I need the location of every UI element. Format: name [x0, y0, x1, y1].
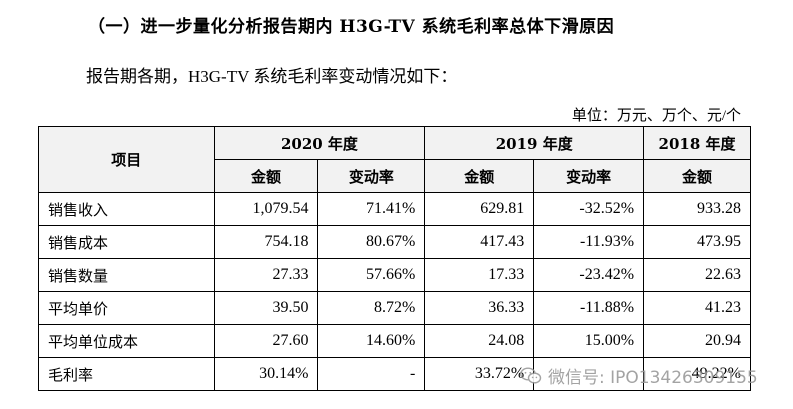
cell-amount-2020: 754.18 [213, 225, 319, 259]
table-row: 销售数量 27.33 57.66% 17.33 -23.42% 22.63 [38, 258, 751, 292]
row-label: 平均单价 [38, 291, 215, 325]
header-year-2019: 2019 年度 [424, 126, 645, 160]
cell-amount-2018: 41.23 [643, 291, 751, 325]
cell-amount-2019: 17.33 [424, 258, 535, 292]
cell-amount-2018: 49.22% [643, 357, 751, 391]
cell-amount-2018: 933.28 [643, 192, 751, 226]
cell-amount-2020: 27.60 [213, 324, 319, 358]
header-amount-2019: 金额 [424, 159, 535, 193]
row-label: 平均单位成本 [38, 324, 215, 358]
cell-amount-2019: 33.72% [424, 357, 535, 391]
intro-paragraph: 报告期各期，H3G-TV 系统毛利率变动情况如下： [86, 67, 458, 86]
cell-amount-2020: 27.33 [213, 258, 319, 292]
table-row: 平均单位成本 27.60 14.60% 24.08 15.00% 20.94 [38, 324, 751, 358]
header-year-2018: 2018 年度 [643, 126, 751, 160]
table-row: 销售成本 754.18 80.67% 417.43 -11.93% 473.95 [38, 225, 751, 259]
cell-amount-2018: 473.95 [643, 225, 751, 259]
header-item: 项目 [38, 126, 215, 193]
header-amount-2018: 金额 [643, 159, 751, 193]
cell-amount-2018: 20.94 [643, 324, 751, 358]
watermark: 微信号: IPO13426309155 [520, 363, 758, 388]
cell-change-2019: -23.42% [533, 258, 645, 292]
cell-amount-2019: 36.33 [424, 291, 535, 325]
cell-change-2020: 14.60% [317, 324, 426, 358]
row-label: 销售收入 [38, 192, 215, 226]
row-label: 销售成本 [38, 225, 215, 259]
cell-change-2019: -11.88% [533, 291, 645, 325]
cell-amount-2020: 30.14% [213, 357, 319, 391]
cell-change-2020: 80.67% [317, 225, 426, 259]
table-row: 毛利率 30.14% - 33.72% 49.22% [38, 357, 751, 391]
wechat-icon [520, 366, 542, 385]
cell-change-2020: 71.41% [317, 192, 426, 226]
cell-change-2020: 57.66% [317, 258, 426, 292]
header-change-2020: 变动率 [317, 159, 426, 193]
unit-note: 单位：万元、万个、元/个 [571, 108, 741, 124]
cell-change-2020: - [317, 357, 426, 391]
table-subheader-row: 金额 变动率 金额 变动率 金额 [39, 159, 751, 193]
cell-change-2019: 15.00% [533, 324, 645, 358]
row-label: 毛利率 [38, 357, 215, 391]
cell-amount-2019: 417.43 [424, 225, 535, 259]
cell-amount-2020: 39.50 [213, 291, 319, 325]
cell-amount-2020: 1,079.54 [213, 192, 319, 226]
cell-amount-2019: 24.08 [424, 324, 535, 358]
cell-amount-2019: 629.81 [424, 192, 535, 226]
section-title: （一）进一步量化分析报告期内 H3G-TV 系统毛利率总体下滑原因 [88, 17, 615, 37]
gross-margin-table: 项目 2020 年度 2019 年度 2018 年度 金额 变动率 金额 变动率… [38, 126, 751, 391]
watermark-text: 微信号: IPO13426309155 [548, 368, 758, 388]
table-row: 平均单价 39.50 8.72% 36.33 -11.88% 41.23 [38, 291, 751, 325]
cell-change-2019: -32.52% [533, 192, 645, 226]
header-change-2019: 变动率 [533, 159, 645, 193]
table-row: 销售收入 1,079.54 71.41% 629.81 -32.52% 933.… [38, 192, 751, 226]
table-header-row: 项目 2020 年度 2019 年度 2018 年度 [38, 126, 751, 193]
header-year-2020: 2020 年度 [213, 126, 426, 160]
header-amount-2020: 金额 [213, 159, 319, 193]
cell-change-2019: -11.93% [533, 225, 645, 259]
row-label: 销售数量 [38, 258, 215, 292]
cell-amount-2018: 22.63 [643, 258, 751, 292]
cell-change-2020: 8.72% [317, 291, 426, 325]
